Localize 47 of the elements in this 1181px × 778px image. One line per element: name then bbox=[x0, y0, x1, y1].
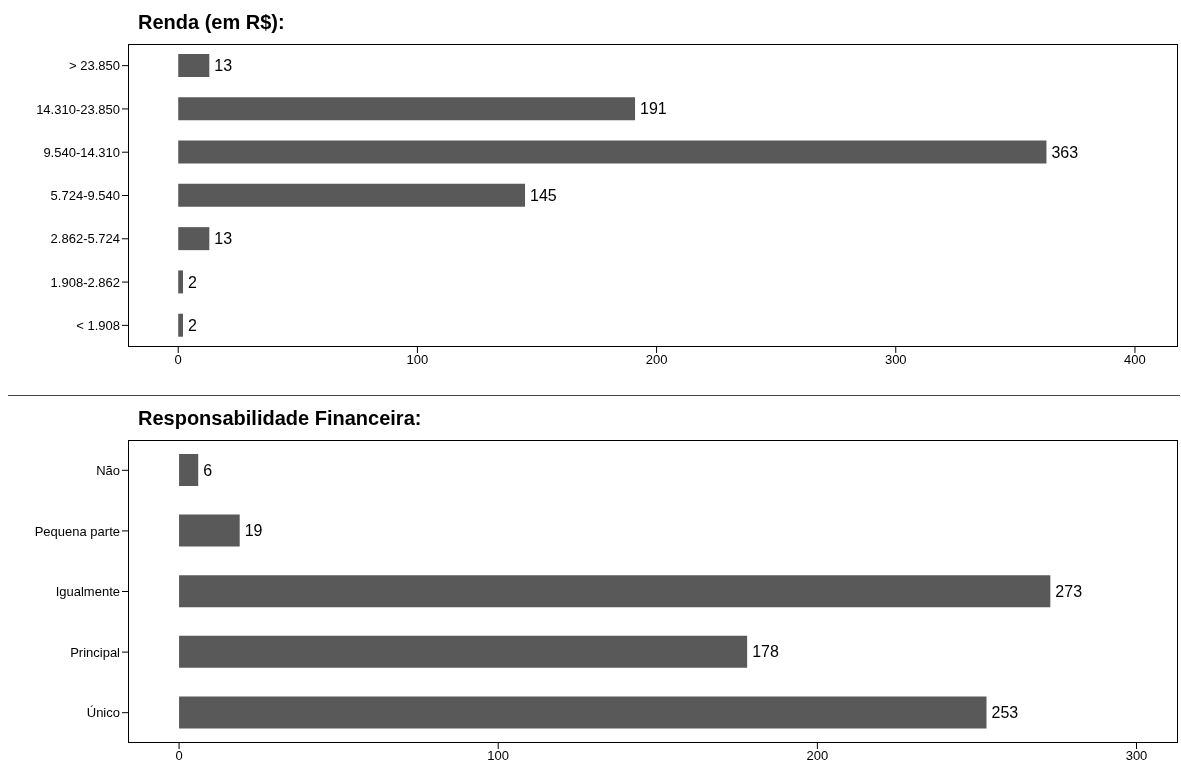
data-label: 13 bbox=[214, 230, 233, 248]
y-tick-label: 5.724-9.540 bbox=[50, 188, 120, 204]
y-tick-label: < 1.908 bbox=[76, 317, 120, 333]
x-tick-label: 0 bbox=[175, 748, 183, 764]
y-tick-label: Igualmente bbox=[55, 584, 120, 600]
y-tick-label: Único bbox=[86, 705, 120, 721]
y-tick-label: 1.908-2.862 bbox=[50, 274, 120, 290]
x-tick-label: 400 bbox=[1124, 352, 1146, 368]
bar bbox=[178, 140, 1047, 164]
data-label: 19 bbox=[244, 522, 263, 540]
data-label: 2 bbox=[188, 316, 198, 334]
bar bbox=[178, 183, 526, 207]
bar bbox=[179, 454, 199, 486]
bar bbox=[178, 97, 636, 121]
bar bbox=[179, 514, 240, 547]
y-tick-label: 14.310-23.850 bbox=[36, 101, 120, 117]
chart-title: Renda (em R$): bbox=[138, 10, 286, 35]
x-tick-label: 200 bbox=[645, 352, 668, 368]
data-label: 6 bbox=[203, 461, 213, 479]
bar bbox=[179, 696, 987, 729]
data-label: 13 bbox=[214, 57, 233, 75]
x-tick-label: 200 bbox=[806, 748, 829, 764]
bar bbox=[178, 227, 210, 251]
y-tick-label: Não bbox=[96, 462, 120, 478]
data-label: 178 bbox=[752, 643, 779, 661]
bar bbox=[178, 313, 184, 337]
y-tick-label: Principal bbox=[70, 644, 121, 660]
data-label: 2 bbox=[188, 273, 198, 291]
data-label: 253 bbox=[991, 704, 1019, 722]
x-tick-label: 100 bbox=[487, 748, 510, 764]
data-label: 363 bbox=[1051, 143, 1079, 161]
bar bbox=[179, 635, 748, 668]
y-tick-label: > 23.850 bbox=[69, 58, 120, 74]
x-tick-label: 300 bbox=[1125, 748, 1148, 764]
data-label: 145 bbox=[530, 187, 557, 205]
data-label: 191 bbox=[640, 100, 667, 118]
x-tick-label: 0 bbox=[174, 352, 182, 368]
x-tick-label: 300 bbox=[884, 352, 907, 368]
bar bbox=[179, 575, 1051, 608]
bar bbox=[178, 54, 210, 77]
y-tick-label: Pequena parte bbox=[34, 523, 120, 539]
y-tick-label: 2.862-5.724 bbox=[50, 231, 120, 247]
y-tick-label: 9.540-14.310 bbox=[43, 144, 120, 160]
data-label: 273 bbox=[1055, 582, 1083, 600]
chart-title: Responsabilidade Financeira: bbox=[138, 406, 423, 431]
bar bbox=[178, 270, 184, 294]
x-tick-label: 100 bbox=[406, 352, 429, 368]
